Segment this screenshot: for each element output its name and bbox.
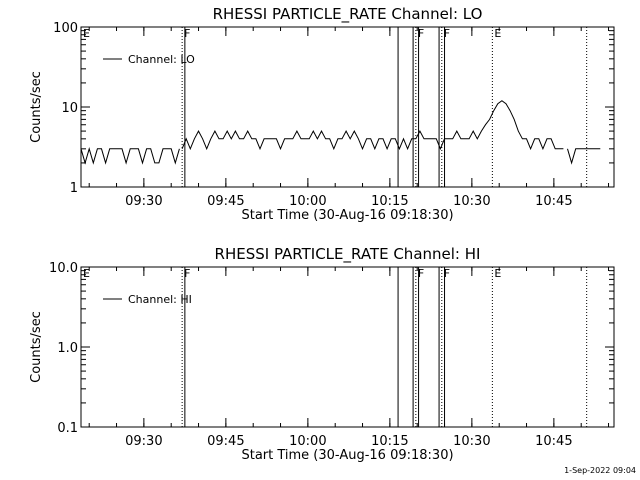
chart2-x-tick-label: 10:15: [371, 434, 408, 449]
chart1-annotation-label: F: [444, 27, 450, 40]
chart2-y-tick-label: 0.1: [57, 421, 78, 436]
chart2-annotation-label: F: [444, 267, 450, 280]
chart1-x-tick-label: 10:15: [371, 194, 408, 209]
chart2-y-tick-label: 1.0: [57, 341, 78, 356]
chart1-annotation-label: F: [418, 27, 424, 40]
chart1-x-tick-label: 09:30: [125, 194, 162, 209]
chart2-y-axis-label: Counts/sec: [29, 311, 44, 383]
chart1-title: RHESSI PARTICLE_RATE Channel: LO: [213, 5, 483, 24]
chart1-x-tick-label: 10:00: [289, 194, 326, 209]
chart2-x-tick-label: 09:30: [125, 434, 162, 449]
chart1-y-tick-label: 10: [61, 101, 78, 116]
chart2-x-tick-label: 09:45: [207, 434, 244, 449]
chart1-x-tick-label: 10:45: [535, 194, 572, 209]
chart1-series-line-3: [567, 148, 601, 165]
chart2-title: RHESSI PARTICLE_RATE Channel: HI: [215, 245, 481, 264]
chart2-plot-frame: [80, 266, 615, 428]
chart1-y-tick-label: 100: [53, 21, 78, 36]
chart1-annotation-label: F: [184, 27, 190, 40]
chart2-x-tick-label: 10:45: [535, 434, 572, 449]
chart2-x-tick-label: 10:00: [289, 434, 326, 449]
chart2-annotation-label: E: [494, 267, 501, 280]
chart1-x-tick-label: 10:30: [453, 194, 490, 209]
chart1-y-axis-label: Counts/sec: [29, 71, 44, 143]
chart2-x-axis-label: Start Time (30-Aug-16 09:18:30): [241, 448, 453, 463]
chart2-x-tick-label: 10:30: [453, 434, 490, 449]
chart2-legend-label: Channel: HI: [128, 293, 192, 306]
chart1-series-line-2: [181, 100, 564, 151]
chart1-plot-frame: [80, 26, 615, 188]
chart2-annotation-label: F: [418, 267, 424, 280]
chart1-x-tick-label: 09:45: [207, 194, 244, 209]
chart1-x-axis-label: Start Time (30-Aug-16 09:18:30): [241, 208, 453, 223]
chart1-legend-label: Channel: LO: [128, 53, 195, 66]
footer-timestamp: 1-Sep-2022 09:04: [564, 466, 636, 475]
chart1-y-tick-label: 1: [70, 181, 78, 196]
chart1-annotation-label: E: [83, 27, 90, 40]
chart2-annotation-label: E: [83, 267, 90, 280]
chart2-y-tick-label: 10.0: [49, 261, 78, 276]
chart1-series-line-1: [80, 147, 180, 165]
chart1-annotation-label: E: [494, 27, 501, 40]
chart2-annotation-label: F: [184, 267, 190, 280]
